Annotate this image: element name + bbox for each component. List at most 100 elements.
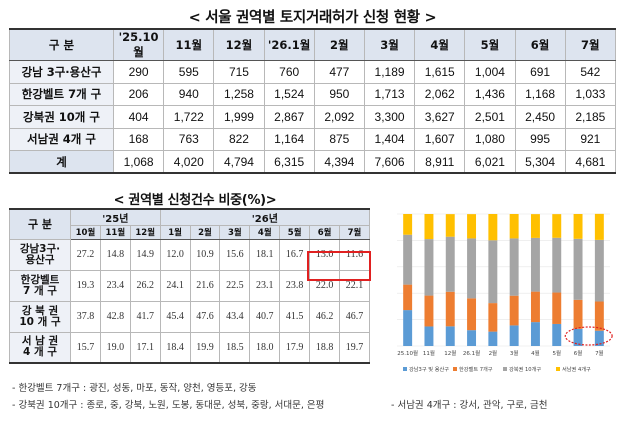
table-cell: 22.0: [309, 269, 341, 302]
table-cell: 6,021: [464, 150, 516, 174]
application-count-table: 구 분 '25.10월 11월 12월 '26.1월 2월 3월 4월 5월 6…: [9, 28, 617, 174]
table-cell: 1,033: [564, 82, 617, 106]
table-cell: 1,436: [464, 82, 516, 106]
bar-segment: [594, 330, 604, 346]
table-cell: 1,607: [414, 127, 466, 151]
table-cell: 27.2: [70, 238, 101, 271]
bar-segment: [573, 238, 583, 300]
row-label: 강남3구· 용산구: [9, 238, 71, 271]
x-tick-label: 26.1월: [463, 349, 480, 357]
table-cell: 2,450: [514, 105, 566, 129]
table-cell: 18.0: [249, 331, 281, 364]
table-cell: 4,020: [163, 150, 215, 174]
row-label-line2: 7 개 구: [23, 284, 57, 297]
table-cell: 2,062: [414, 82, 466, 106]
note-gangbuk: - 강북권 10개구 : 종로, 중, 강북, 노원, 도봉, 동대문, 성북,…: [12, 400, 325, 411]
year-header: '26년: [159, 208, 371, 226]
column-header: 3월: [363, 28, 416, 61]
bar-segment: [445, 214, 455, 237]
month-header: 4월: [249, 225, 281, 240]
column-header: 2월: [313, 28, 365, 61]
table-cell: 1,080: [464, 127, 516, 151]
table-cell: 8,911: [414, 150, 466, 174]
row-label-line2: 10 개 구: [19, 315, 61, 328]
table-cell: 17.1: [129, 331, 161, 364]
table-cell: 18.1: [249, 238, 281, 271]
table-cell: 2,185: [564, 105, 617, 129]
legend-swatch: [403, 367, 407, 371]
page-title: < 서울 권역별 토지거래허가 신청 현황 >: [188, 10, 437, 26]
table-cell: 595: [163, 60, 215, 84]
bar-segment: [424, 295, 434, 327]
table-cell: 43.4: [219, 300, 251, 333]
table-header-row: 구 분 '25.10월 11월 12월 '26.1월 2월 3월 4월 5월 6…: [9, 28, 617, 61]
table-cell: 168: [112, 127, 165, 151]
table-cell: 24.1: [159, 269, 191, 302]
bar-segment: [467, 214, 477, 239]
bar-segment: [467, 298, 477, 331]
note-seonam: - 서남권 4개구 : 강서, 관악, 구로, 금천: [391, 400, 548, 411]
table-cell: 41.5: [279, 300, 311, 333]
bar-segment: [467, 238, 477, 299]
bar-segment: [445, 291, 455, 327]
table-row: 강북권 10개 구 404 1,722 1,999 2,867 2,092 3,300 3,6…: [9, 105, 617, 129]
row-label: 강 북 권 10 개 구: [9, 300, 71, 333]
table-cell: 42.8: [99, 300, 131, 333]
note-hangang: - 한강벨트 7개구 : 광진, 성동, 마포, 동작, 양천, 영등포, 강동: [12, 383, 257, 394]
legend-label: 강남3구 및 용산구: [409, 365, 449, 373]
table-cell: 1,999: [213, 105, 265, 129]
table-cell: 14.9: [129, 238, 161, 271]
table-cell: 1,004: [464, 60, 516, 84]
x-tick-label: 11월: [423, 349, 435, 357]
table-cell: 4,794: [213, 150, 265, 174]
bar-segment: [403, 234, 413, 285]
bar-segment: [594, 301, 604, 331]
bar-segment: [424, 326, 434, 346]
x-tick-label: 3월: [510, 349, 519, 357]
bar-segment: [509, 214, 519, 239]
table-cell: 206: [112, 82, 165, 106]
table-cell: 15.7: [70, 331, 101, 364]
table-cell: 12.0: [159, 238, 191, 271]
table-cell: 950: [313, 82, 365, 106]
table-row: 강 북 권 10 개 구 37.8 42.8 41.7 45.4 47.6 43.4 40.7 4…: [9, 300, 370, 333]
row-label-line1: 한강벨트: [20, 273, 60, 286]
legend-swatch: [556, 367, 560, 371]
bar-segment: [403, 284, 413, 311]
bar-segment: [552, 237, 562, 293]
bar-segment: [530, 237, 540, 292]
table-cell: 18.4: [159, 331, 191, 364]
highlight-box: [307, 251, 371, 281]
month-header: 5월: [279, 225, 311, 240]
table-header-row: 구 분 '25년 '26년: [9, 208, 371, 240]
bar-segment: [509, 238, 519, 296]
table-cell: 995: [514, 127, 566, 151]
bar-segment: [403, 310, 413, 346]
table-cell: 691: [514, 60, 566, 84]
table-cell: 822: [213, 127, 265, 151]
table-cell: 23.4: [99, 269, 131, 302]
bar-segment: [488, 331, 498, 346]
x-tick-label: 25.10월: [397, 349, 418, 357]
row-label: 한강벨트 7 개 구: [9, 269, 71, 302]
table-cell: 15.6: [219, 238, 251, 271]
table-cell: 41.7: [129, 300, 161, 333]
row-label-line1: 서 남 권: [21, 335, 59, 348]
table-row: 한강벨트 7개 구 206 940 1,258 1,524 950 1,713 2,062 1,…: [9, 82, 617, 106]
table-cell: 2,092: [313, 105, 365, 129]
x-tick-label: 12월: [444, 349, 456, 357]
table-cell: 37.8: [70, 300, 101, 333]
table-cell: 1,524: [263, 82, 315, 106]
table-cell: 21.6: [189, 269, 221, 302]
row-label: 강북권 10개 구: [9, 105, 114, 129]
x-tick-label: 4월: [531, 349, 540, 357]
table-cell: 940: [163, 82, 215, 106]
x-tick-label: 5월: [552, 349, 561, 357]
legend-swatch: [453, 367, 457, 371]
bar-segment: [594, 239, 604, 302]
table-cell: 4,681: [564, 150, 617, 174]
highlight-ellipse: [564, 326, 613, 346]
legend-swatch: [503, 367, 507, 371]
table-cell: 921: [564, 127, 617, 151]
